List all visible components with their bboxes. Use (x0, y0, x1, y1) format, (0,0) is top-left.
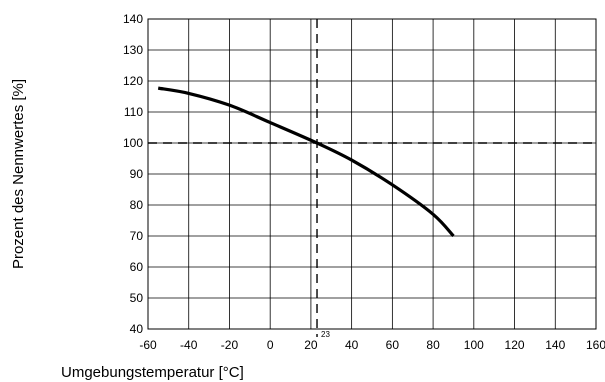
y-tick-label: 120 (123, 74, 143, 88)
y-tick-label: 90 (130, 167, 144, 181)
x-tick-label: 140 (545, 338, 565, 352)
y-tick-label: 100 (123, 136, 143, 150)
series-group (157, 86, 455, 238)
x-tick-label: 60 (386, 338, 400, 352)
x-tick-label: -20 (221, 338, 239, 352)
y-axis-label: Prozent des Nennwertes [%] (10, 79, 27, 269)
y-tick-label: 110 (124, 105, 143, 119)
x-tick-label: 100 (464, 338, 484, 352)
y-tick-label: 130 (123, 43, 143, 57)
x-tick-label: 120 (505, 338, 525, 352)
x-tick-label: 80 (426, 338, 440, 352)
x-axis-label: Umgebungstemperatur [°C] (61, 364, 244, 381)
reference-x-label: 23 (321, 330, 330, 339)
y-tick-label: 50 (130, 291, 144, 305)
y-tick-label: 70 (130, 229, 144, 243)
x-tick-label: 40 (345, 338, 359, 352)
x-tick-label: 0 (267, 338, 274, 352)
y-tick-label: 140 (123, 12, 143, 26)
reference-lines (148, 19, 596, 337)
grid-lines (147, 18, 597, 330)
x-tick-label: -60 (139, 338, 157, 352)
x-tick-label: 160 (586, 338, 605, 352)
y-tick-label: 60 (130, 260, 144, 274)
series-line-0 (157, 86, 455, 238)
y-tick-label: 80 (130, 198, 144, 212)
x-tick-label: 20 (304, 338, 318, 352)
x-tick-label: -40 (180, 338, 198, 352)
x-tick-labels: -60 -40 -20 0 20 40 60 80 100 120 140 160 (139, 338, 605, 352)
y-tick-labels: 40 50 60 70 80 90 100 110 120 130 140 (123, 12, 143, 336)
y-tick-label: 40 (130, 322, 144, 336)
